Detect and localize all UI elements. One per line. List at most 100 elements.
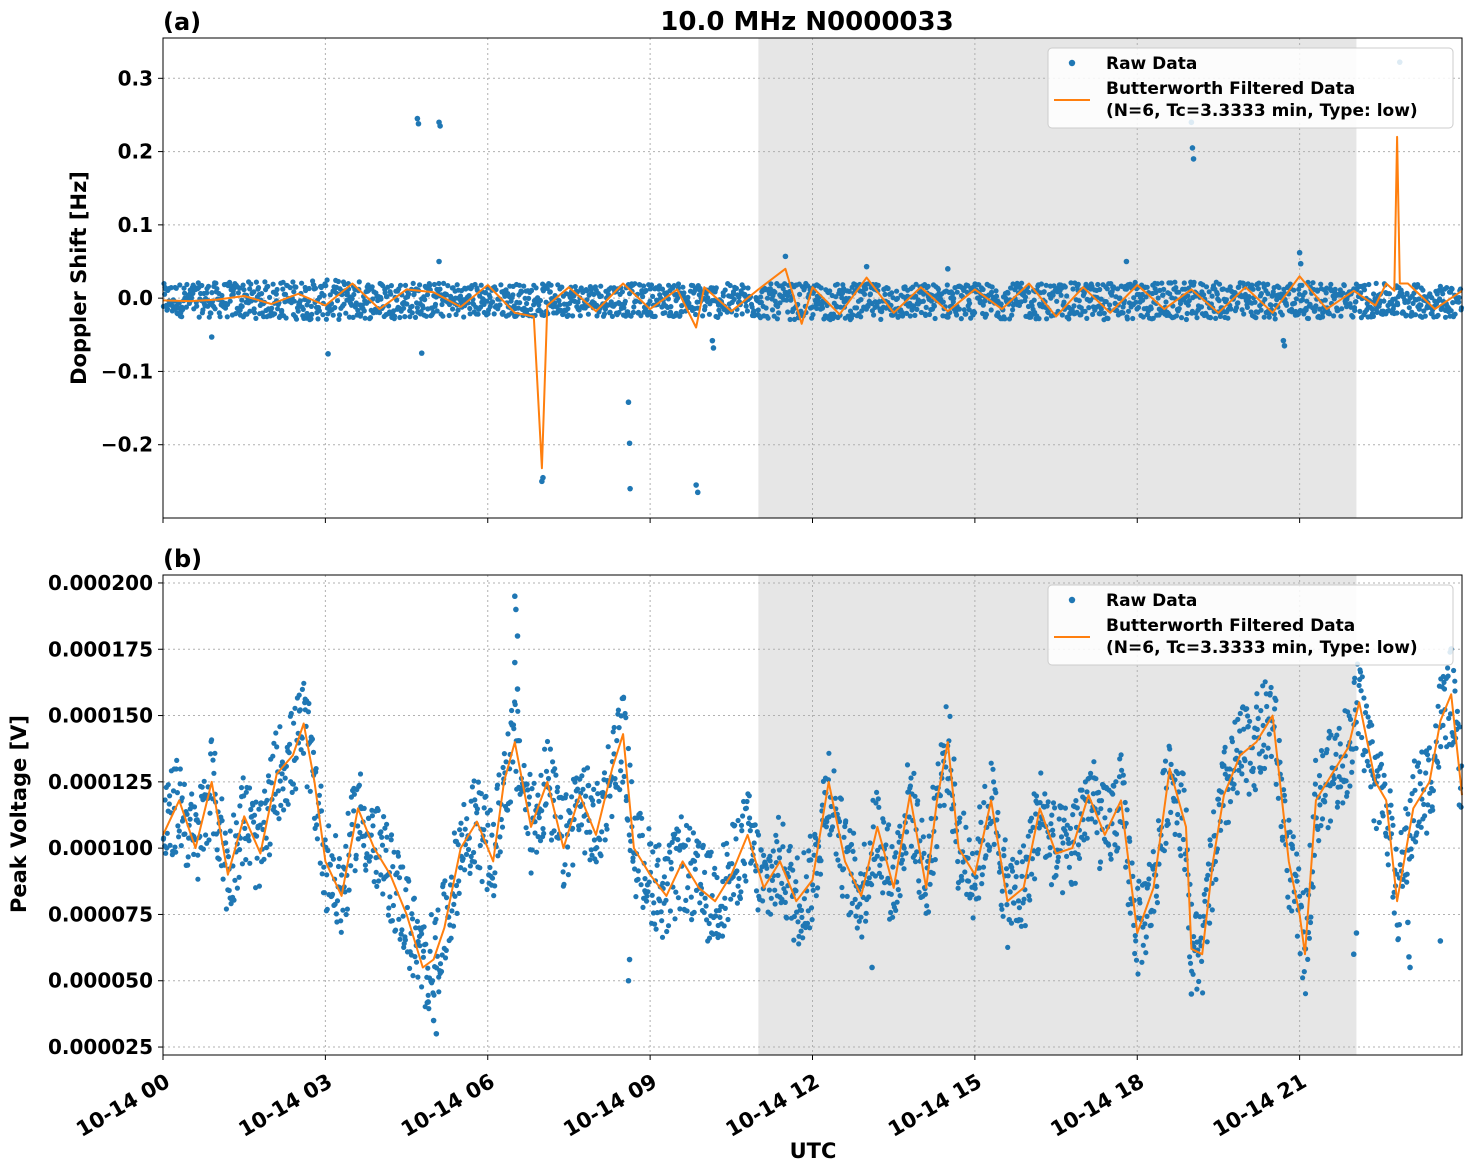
raw-data-point: [1033, 793, 1040, 799]
raw-data-point: [1279, 312, 1285, 318]
raw-data-point: [1293, 873, 1299, 879]
raw-data-point: [988, 307, 994, 313]
raw-data-point: [793, 888, 799, 894]
raw-data-point: [1426, 745, 1432, 751]
raw-data-point: [976, 895, 982, 901]
raw-data-point: [183, 304, 189, 310]
raw-data-point: [168, 285, 174, 291]
raw-data-point: [406, 291, 412, 297]
raw-data-point: [1185, 302, 1191, 308]
raw-data-point: [317, 860, 323, 866]
raw-data-point: [301, 680, 307, 686]
raw-data-point: [981, 800, 987, 806]
legend-raw-marker: [1068, 59, 1076, 67]
raw-data-point: [691, 858, 698, 864]
raw-data-point: [894, 295, 901, 302]
raw-data-point: [680, 284, 686, 290]
raw-data-point: [537, 297, 544, 304]
raw-data-point: [681, 290, 687, 296]
raw-data-point: [1262, 296, 1268, 302]
raw-data-point: [463, 851, 470, 858]
raw-data-outlier: [1353, 930, 1360, 936]
raw-data-point: [291, 720, 297, 726]
raw-data-point: [451, 901, 457, 908]
raw-data-point: [1151, 908, 1157, 914]
raw-data-outlier: [1123, 258, 1130, 265]
raw-data-outlier: [325, 351, 331, 357]
raw-data-point: [277, 724, 283, 730]
raw-data-point: [401, 305, 407, 311]
raw-data-point: [409, 911, 415, 917]
raw-data-point: [261, 856, 267, 862]
raw-data-point: [1022, 294, 1029, 300]
raw-data-point: [565, 844, 571, 850]
legend-raw-marker: [1068, 596, 1076, 604]
raw-data-point: [490, 299, 496, 305]
raw-data-outlier: [625, 977, 632, 984]
raw-data-point: [251, 310, 258, 316]
raw-data-point: [1124, 807, 1130, 813]
raw-data-point: [1273, 697, 1279, 704]
raw-data-point: [1318, 281, 1324, 287]
raw-data-point: [355, 307, 361, 313]
raw-data-point: [1006, 316, 1013, 322]
raw-data-point: [1456, 295, 1462, 301]
raw-data-point: [267, 841, 273, 847]
raw-data-point: [1258, 708, 1264, 714]
raw-data-point: [417, 282, 423, 288]
raw-data-point: [1331, 776, 1337, 782]
raw-data-point: [743, 805, 750, 811]
raw-data-point: [426, 1006, 432, 1012]
raw-data-point: [397, 314, 403, 321]
raw-data-point: [570, 313, 576, 319]
raw-data-point: [850, 312, 856, 318]
raw-data-point: [483, 793, 489, 800]
raw-data-point: [1458, 804, 1464, 810]
raw-data-point: [286, 750, 292, 756]
raw-data-point: [1435, 312, 1441, 318]
raw-data-point: [1273, 781, 1279, 787]
panel-b-label: (b): [163, 545, 202, 573]
raw-data-point: [587, 829, 593, 835]
raw-data-point: [1352, 675, 1358, 681]
raw-data-point: [706, 920, 712, 927]
raw-data-point: [848, 841, 855, 848]
raw-data-point: [213, 831, 219, 837]
raw-data-point: [894, 899, 900, 905]
raw-data-point: [1331, 313, 1337, 319]
raw-data-point: [1181, 280, 1187, 286]
raw-data-point: [827, 832, 833, 838]
raw-data-point: [772, 289, 778, 295]
raw-data-point: [199, 784, 205, 790]
raw-data-point: [1235, 716, 1241, 723]
raw-data-point: [1296, 286, 1302, 292]
raw-data-point: [1294, 851, 1300, 857]
raw-data-point: [807, 925, 813, 931]
raw-data-point: [1144, 284, 1150, 290]
raw-data-point: [894, 288, 900, 294]
raw-data-point: [1079, 787, 1085, 793]
raw-data-outlier: [540, 474, 546, 481]
raw-data-point: [900, 313, 906, 319]
raw-data-point: [554, 789, 560, 795]
raw-data-point: [501, 751, 507, 757]
raw-data-point: [1146, 876, 1152, 882]
raw-data-point: [1322, 792, 1328, 798]
raw-data-point: [782, 899, 788, 906]
raw-data-point: [839, 295, 845, 301]
raw-data-point: [1001, 846, 1007, 852]
raw-data-point: [1359, 674, 1365, 680]
raw-data-point: [402, 937, 408, 943]
raw-data-point: [854, 305, 860, 311]
raw-data-point: [1384, 851, 1390, 857]
raw-data-point: [196, 314, 202, 320]
raw-data-point: [618, 759, 624, 765]
raw-data-point: [338, 929, 344, 935]
raw-data-point: [1113, 779, 1119, 785]
raw-data-point: [655, 857, 661, 863]
raw-data-point: [384, 294, 390, 300]
raw-data-point: [652, 921, 658, 927]
x-tick-label: 10-14 12: [722, 1069, 824, 1142]
raw-data-point: [343, 911, 349, 918]
raw-data-point: [358, 311, 364, 317]
